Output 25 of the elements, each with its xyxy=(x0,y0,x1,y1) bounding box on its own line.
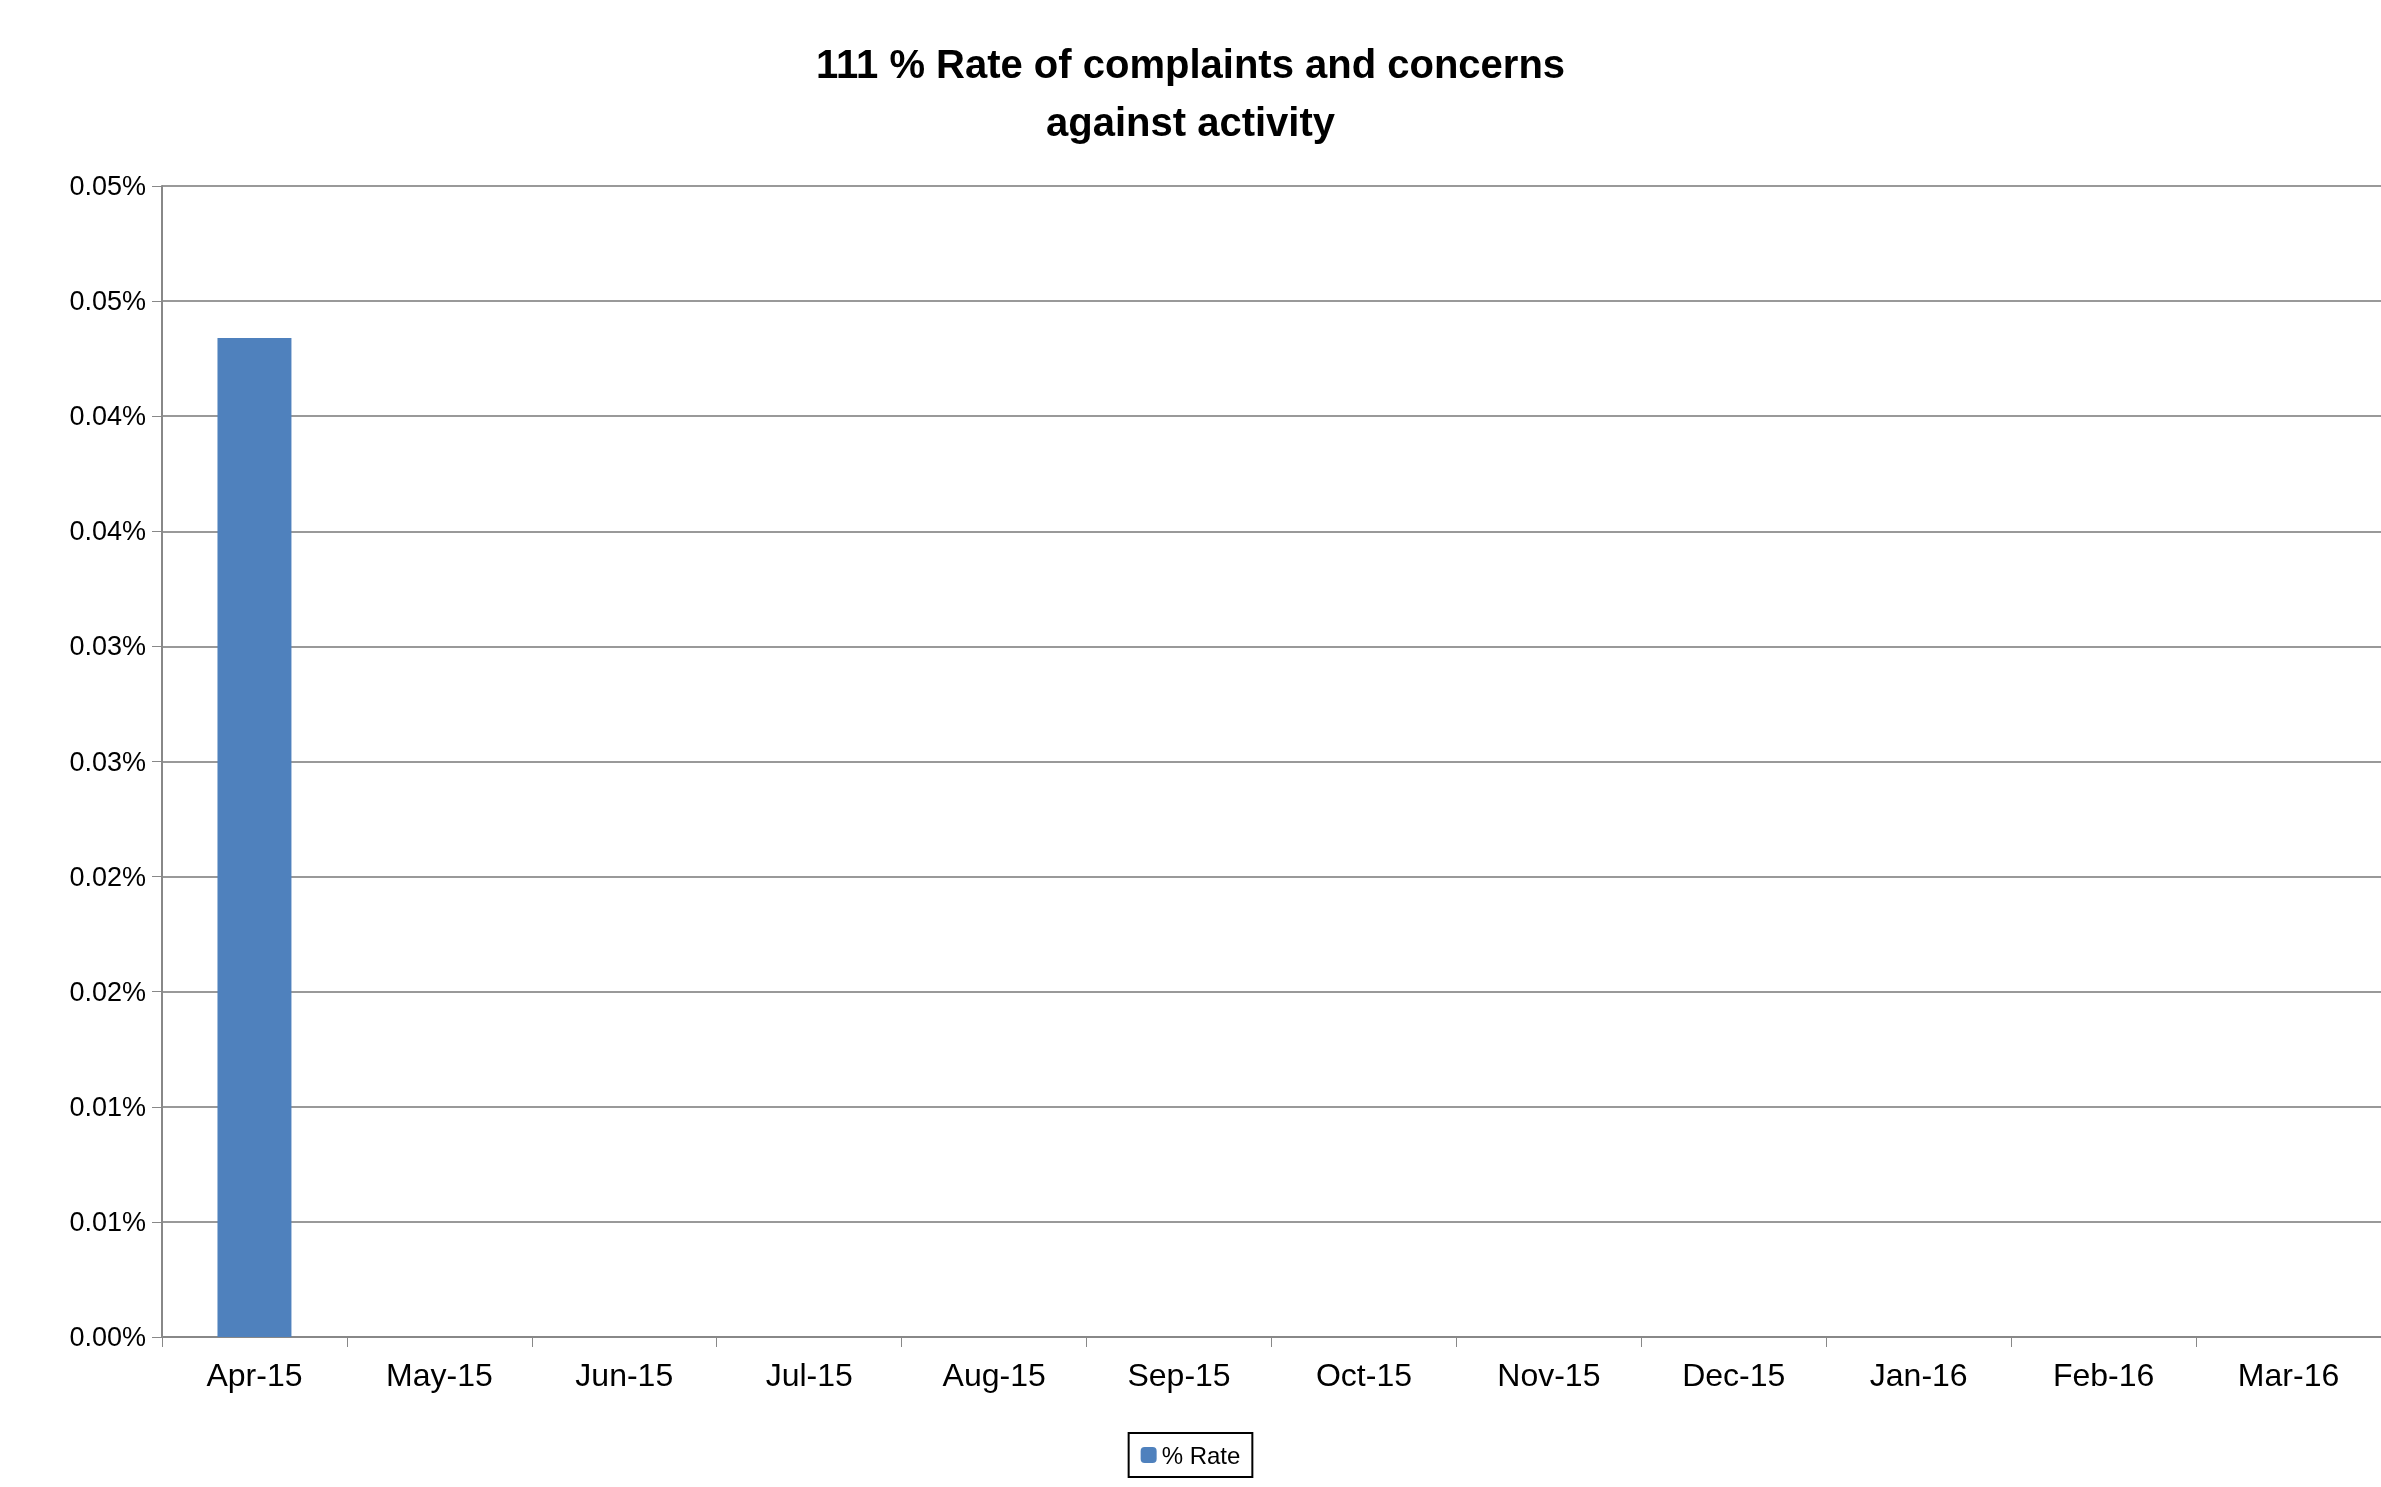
x-tick-label: Jan-16 xyxy=(1869,1357,1968,1393)
x-tick-label: Dec-15 xyxy=(1682,1357,1786,1393)
y-tick-label: 0.05% xyxy=(69,286,146,317)
y-tick-label: 0.05% xyxy=(69,171,146,201)
y-tick-label: 0.03% xyxy=(69,746,146,777)
x-tick-label: Sep-15 xyxy=(1127,1357,1231,1393)
x-tick-label: Aug-15 xyxy=(942,1357,1046,1393)
y-tick-label: 0.02% xyxy=(69,976,146,1007)
legend-label: % Rate xyxy=(1161,1441,1241,1469)
chart-title: 111 % Rate of complaints and concerns against activity xyxy=(815,42,1566,144)
x-tick-label: Jul-15 xyxy=(765,1357,853,1393)
x-tick-label: Jun-15 xyxy=(575,1357,674,1393)
x-tick-label: Nov-15 xyxy=(1497,1357,1601,1393)
x-tick-label: Feb-16 xyxy=(2052,1357,2155,1393)
y-tick-label: 0.00% xyxy=(69,1322,146,1352)
y-tick-label: 0.04% xyxy=(69,516,146,547)
x-tick-label: Oct-15 xyxy=(1315,1357,1412,1393)
y-tick-label: 0.01% xyxy=(69,1091,146,1122)
y-tick-label: 0.03% xyxy=(69,631,146,662)
x-tick-label: Mar-16 xyxy=(2237,1357,2340,1393)
y-tick-label: 0.02% xyxy=(69,861,146,892)
y-tick-label: 0.01% xyxy=(69,1206,146,1237)
y-tick-label: 0.04% xyxy=(69,401,146,432)
x-tick-label: May-15 xyxy=(386,1357,493,1393)
x-tick-label: Apr-15 xyxy=(206,1357,303,1393)
